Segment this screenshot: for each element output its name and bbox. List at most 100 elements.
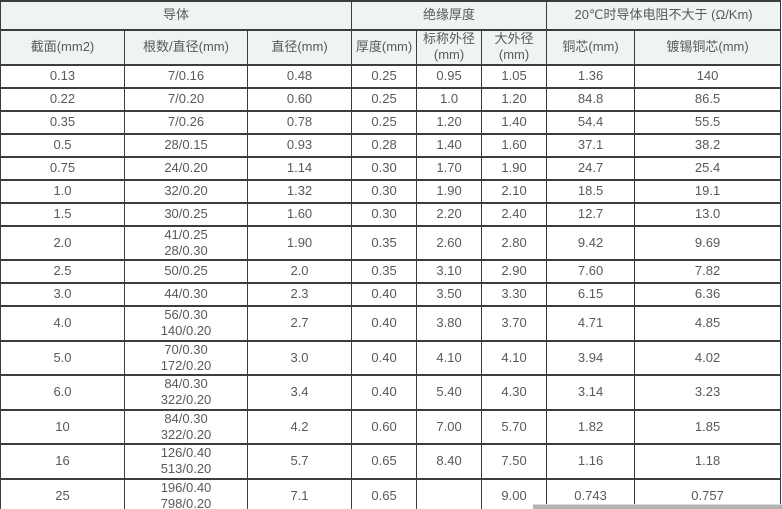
table-row: 0.5 28/0.15 0.93 0.28 1.40 1.60 37.1 38.2 [0,132,782,158]
cell: 1.90 [246,224,353,261]
cell: 0.25 [351,63,418,89]
col-header-tinned-copper: 镀锡铜芯(mm) [634,29,782,66]
cell: 10 [0,408,125,445]
cell: 41/0.25 28/0.30 [124,224,248,261]
cell: 5.0 [0,339,125,376]
cell: 3.94 [546,339,636,376]
cell: 1.90 [481,155,548,181]
cell: 2.90 [481,259,548,284]
cell: 0.30 [351,155,418,181]
col-header-strands: 根数/直径(mm) [124,29,248,66]
col-header-section: 截面(mm2) [0,29,125,66]
cell: 3.0 [246,339,353,376]
cell: 2.0 [0,224,125,261]
cell: 32/0.20 [124,178,248,204]
cell: 0.35 [351,259,418,284]
cell: 6.15 [546,282,636,307]
cell: 7.00 [416,408,483,445]
cell: 84.8 [546,86,636,112]
cell: 0.65 [351,443,418,480]
header-group-row: 导体 绝缘厚度 20℃时导体电阻不大于 (Ω/Km) [0,0,782,31]
cell: 4.2 [246,408,353,445]
cell: 1.36 [546,63,636,89]
cell: 84/0.30 322/0.20 [124,408,248,445]
cell: 1.0 [0,178,125,204]
cell: 7/0.16 [124,63,248,89]
cell: 19.1 [634,178,782,204]
cell: 3.14 [546,374,636,411]
table-row: 0.13 7/0.16 0.48 0.25 0.95 1.05 1.36 140 [0,63,782,89]
cell: 1.85 [634,408,782,445]
cell: 3.10 [416,259,483,284]
header-group-resistance: 20℃时导体电阻不大于 (Ω/Km) [546,0,782,31]
cell: 37.1 [546,132,636,158]
table-row: 2.5 50/0.25 2.0 0.35 3.10 2.90 7.60 7.82 [0,259,782,284]
cell: 1.60 [481,132,548,158]
table-body: 0.13 7/0.16 0.48 0.25 0.95 1.05 1.36 140 0.22 7/0… [0,63,782,509]
cell: 3.50 [416,282,483,307]
table-row: 1.0 32/0.20 1.32 0.30 1.90 2.10 18.5 19.1 [0,178,782,204]
table-row: 6.0 84/0.30 322/0.20 3.4 0.40 5.40 4.30 3.14 3.… [0,374,782,411]
cell: 1.14 [246,155,353,181]
cell: 6.0 [0,374,125,411]
header-group-conductor: 导体 [0,0,353,31]
cell: 16 [0,443,125,480]
table-header: 导体 绝缘厚度 20℃时导体电阻不大于 (Ω/Km) 截面(mm2) 根数/直径… [0,0,782,66]
cell: 0.30 [351,178,418,204]
col-header-copper: 铜芯(mm) [546,29,636,66]
cell: 28/0.15 [124,132,248,158]
cell: 6.36 [634,282,782,307]
cell: 12.7 [546,201,636,227]
cell: 7.1 [246,477,353,509]
cell: 0.22 [0,86,125,112]
cell: 2.60 [416,224,483,261]
cell: 7/0.26 [124,109,248,135]
cell: 140 [634,63,782,89]
cell: 3.4 [246,374,353,411]
cell: 0.60 [351,408,418,445]
cell: 9.42 [546,224,636,261]
cell: 196/0.40 798/0.20 [124,477,248,509]
cell: 3.23 [634,374,782,411]
cell: 4.71 [546,305,636,342]
cell: 55.5 [634,109,782,135]
cell: 4.02 [634,339,782,376]
cell: 2.10 [481,178,548,204]
cell: 0.35 [351,224,418,261]
cell: 0.48 [246,63,353,89]
table-row: 0.75 24/0.20 1.14 0.30 1.70 1.90 24.7 25.4 [0,155,782,181]
cell: 1.32 [246,178,353,204]
col-header-nominal-od: 标称外径 (mm) [416,29,483,66]
cell: 4.85 [634,305,782,342]
cell: 0.25 [351,109,418,135]
table-row: 4.0 56/0.30 140/0.20 2.7 0.40 3.80 3.70 4.71 4.… [0,305,782,342]
cell: 4.10 [416,339,483,376]
cell: 9.00 [481,477,548,509]
cell: 1.5 [0,201,125,227]
cell: 0.757 [634,477,782,509]
cell: 0.93 [246,132,353,158]
col-header-max-od: 大外径 (mm) [481,29,548,66]
cell: 18.5 [546,178,636,204]
cell: 7.82 [634,259,782,284]
cell: 13.0 [634,201,782,227]
cell: 7/0.20 [124,86,248,112]
cell: 2.3 [246,282,353,307]
header-group-insulation: 绝缘厚度 [351,0,548,31]
cell: 1.40 [481,109,548,135]
col-header-diameter: 直径(mm) [246,29,353,66]
cell [416,477,483,509]
cell: 0.35 [0,109,125,135]
cell: 2.7 [246,305,353,342]
cell: 56/0.30 140/0.20 [124,305,248,342]
table-row: 16 126/0.40 513/0.20 5.7 0.65 8.40 7.50 1.16 1.… [0,443,782,480]
cell: 7.60 [546,259,636,284]
cell: 5.7 [246,443,353,480]
cell: 0.40 [351,374,418,411]
table-row: 0.35 7/0.26 0.78 0.25 1.20 1.40 54.4 55.5 [0,109,782,135]
cell: 2.20 [416,201,483,227]
horizontal-scrollbar-thumb[interactable] [533,504,782,509]
cell: 1.82 [546,408,636,445]
table-row: 10 84/0.30 322/0.20 4.2 0.60 7.00 5.70 1.82 1.8… [0,408,782,445]
